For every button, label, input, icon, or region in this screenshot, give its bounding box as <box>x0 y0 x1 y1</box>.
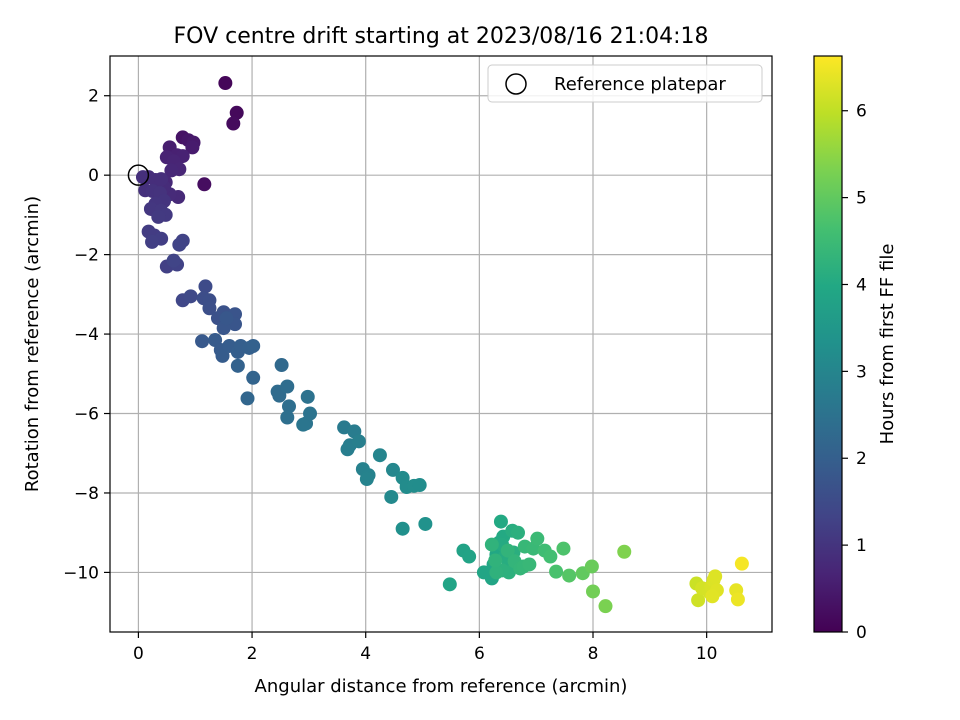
colorbar: 0 1 2 3 4 5 6 Hours from first FF file <box>813 55 898 643</box>
y-tick-label: −4 <box>74 325 99 345</box>
data-point <box>197 177 212 192</box>
y-tick-label: 0 <box>88 166 99 186</box>
y-axis-ticks: 2 0 −2 −4 −6 −8 −10 <box>63 87 110 583</box>
data-point <box>215 348 230 363</box>
colorbar-tick-label: 5 <box>856 189 867 209</box>
data-point <box>562 568 577 583</box>
data-point <box>708 569 723 584</box>
data-point <box>230 358 245 373</box>
data-point <box>274 358 289 373</box>
data-point <box>351 434 366 449</box>
colorbar-tick-label: 3 <box>856 362 867 382</box>
data-point <box>412 478 427 493</box>
data-point <box>240 391 255 406</box>
data-point <box>280 410 295 425</box>
x-axis-label: Angular distance from reference (arcmin) <box>255 676 628 697</box>
data-point <box>442 577 457 592</box>
data-point <box>586 584 601 599</box>
data-point <box>462 549 477 564</box>
data-point <box>617 544 632 559</box>
legend-box <box>487 64 763 103</box>
data-point <box>418 516 433 531</box>
legend: Reference platepar <box>487 64 763 103</box>
data-point <box>172 237 187 252</box>
colorbar-tick-label: 6 <box>856 102 867 122</box>
data-point <box>280 379 295 394</box>
data-point <box>183 289 198 304</box>
x-tick-label: 6 <box>474 644 485 664</box>
data-point <box>164 163 179 178</box>
data-point <box>489 565 504 580</box>
legend-label: Reference platepar <box>554 74 726 95</box>
y-tick-label: −6 <box>74 405 99 425</box>
data-point <box>522 557 537 572</box>
data-point <box>556 541 571 556</box>
data-point <box>202 301 217 316</box>
data-point <box>281 399 296 414</box>
data-point <box>598 599 613 614</box>
x-tick-label: 2 <box>247 644 258 664</box>
grid-lines <box>110 56 772 632</box>
data-points <box>135 76 749 614</box>
data-point <box>691 593 706 608</box>
y-tick-label: −2 <box>74 246 99 266</box>
colorbar-tick-label: 1 <box>856 536 867 556</box>
data-point <box>734 556 749 571</box>
data-point <box>500 543 515 558</box>
data-point <box>151 209 166 224</box>
data-point <box>372 448 387 463</box>
data-point <box>195 334 210 349</box>
colorbar-label: Hours from first FF file <box>877 244 898 445</box>
data-point <box>198 279 213 294</box>
data-point <box>488 553 503 568</box>
data-point <box>493 514 508 529</box>
data-point <box>296 417 311 432</box>
data-point <box>226 116 241 131</box>
x-axis-ticks: 0 2 4 6 8 10 <box>133 632 717 664</box>
data-point <box>272 388 287 403</box>
data-point <box>340 442 355 457</box>
x-tick-label: 4 <box>360 644 371 664</box>
colorbar-tick-label: 0 <box>856 623 867 643</box>
data-point <box>219 311 234 326</box>
plot-frame <box>109 55 773 633</box>
data-point <box>185 140 200 155</box>
x-tick-label: 10 <box>696 644 718 664</box>
y-axis-label: Rotation from reference (arcmin) <box>22 196 43 492</box>
data-point <box>154 172 169 187</box>
reference-marker <box>127 164 150 186</box>
data-point <box>510 525 525 540</box>
data-point <box>145 234 160 249</box>
data-point <box>543 549 558 564</box>
x-tick-label: 0 <box>133 644 144 664</box>
colorbar-tick-label: 4 <box>856 275 867 295</box>
y-tick-label: −8 <box>74 484 99 504</box>
colorbar-gradient <box>813 55 843 633</box>
data-point <box>229 105 244 120</box>
data-point <box>730 592 745 607</box>
x-tick-label: 8 <box>588 644 599 664</box>
data-point <box>384 489 399 504</box>
reference-point-marker <box>127 164 150 186</box>
data-point <box>385 462 400 477</box>
data-point <box>300 389 315 404</box>
data-point <box>246 370 261 385</box>
data-point <box>705 589 720 604</box>
chart-title: FOV centre drift starting at 2023/08/16 … <box>174 24 709 49</box>
data-point <box>549 564 564 579</box>
data-point <box>246 338 261 353</box>
data-point <box>359 472 374 487</box>
data-point <box>530 531 545 546</box>
colorbar-tick-label: 2 <box>856 449 867 469</box>
colorbar-ticks: 0 1 2 3 4 5 6 <box>842 102 867 643</box>
y-tick-label: 2 <box>88 87 99 107</box>
data-point <box>166 253 181 268</box>
y-tick-label: −10 <box>63 563 99 583</box>
data-point <box>484 537 499 552</box>
data-point <box>218 76 233 91</box>
data-point <box>395 521 410 536</box>
data-point <box>584 559 599 574</box>
legend-marker-icon <box>505 73 527 95</box>
